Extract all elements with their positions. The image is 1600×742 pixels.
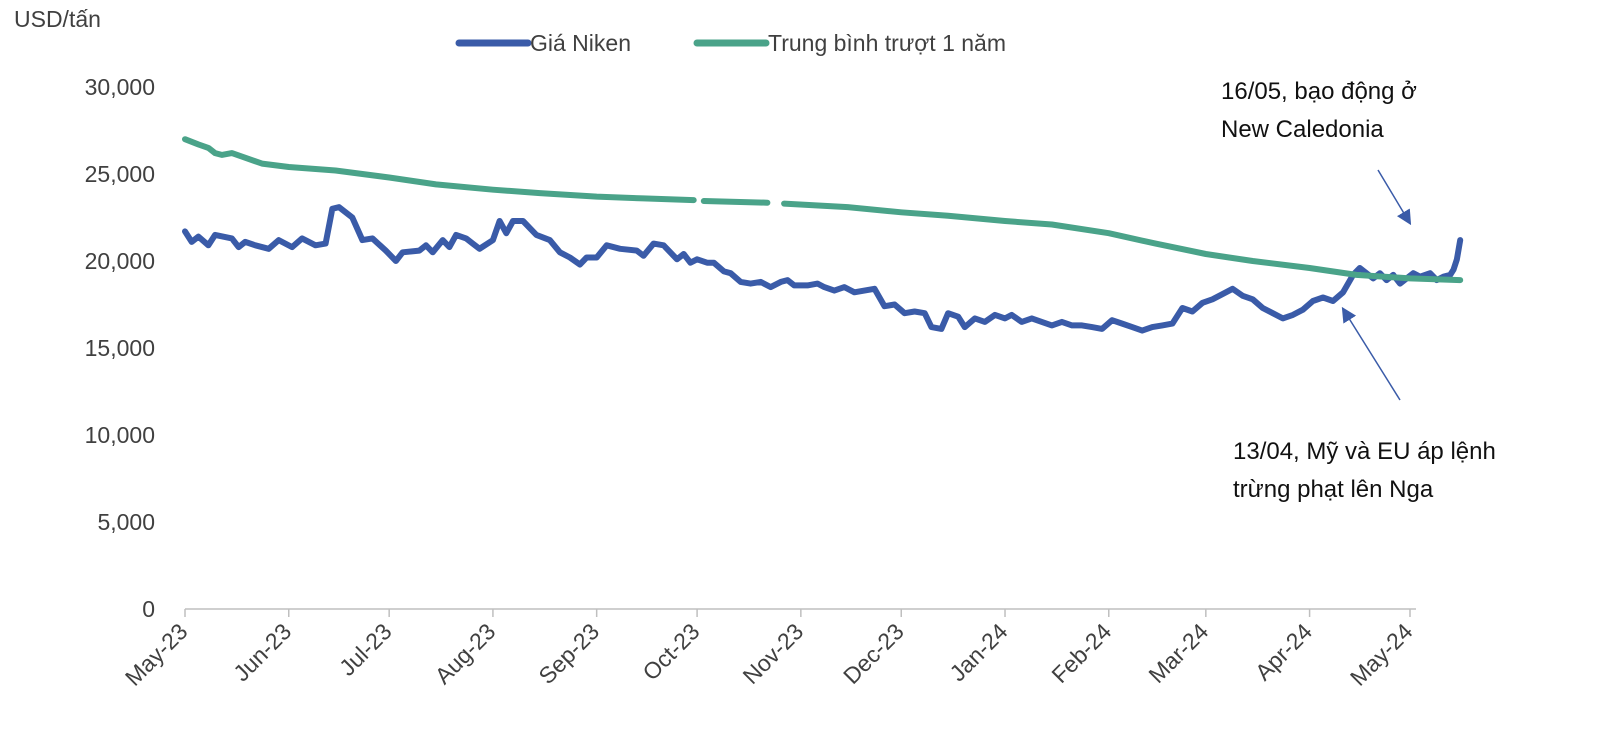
x-tick-label: Feb-24 <box>1046 618 1116 688</box>
legend-label-gia-niken: Giá Niken <box>530 30 631 56</box>
y-tick-label: 15,000 <box>85 335 155 361</box>
annotation-sanctions: 13/04, Mỹ và EU áp lệnh trừng phạt lên N… <box>1233 433 1496 509</box>
series-layer <box>182 136 1464 334</box>
series-line-gia-niken <box>182 204 1464 334</box>
x-tick-label: May-24 <box>1345 618 1418 691</box>
annotation-line: New Caledonia <box>1221 116 1384 143</box>
x-tick-label: Jan-24 <box>944 618 1012 686</box>
x-tick-label: Jul-23 <box>334 618 397 681</box>
annotation-arrows <box>1341 169 1412 401</box>
legend: Giá Niken Trung bình trượt 1 năm <box>455 30 1006 56</box>
y-tick-label: 0 <box>142 596 155 622</box>
x-axis-ticks: May-23 Jun-23 Jul-23 Aug-23 Sep-23 Oct-23 Nov-… <box>120 609 1418 691</box>
x-tick-label: Jun-23 <box>228 618 296 686</box>
x-tick-label: Nov-23 <box>738 618 809 689</box>
x-tick-label: Mar-24 <box>1143 618 1213 688</box>
y-tick-label: 30,000 <box>85 74 155 100</box>
annotation-arrow-new-caledonia <box>1377 169 1412 226</box>
annotation-line: 16/05, bạo động ở <box>1221 78 1417 105</box>
annotation-arrow-sanctions <box>1341 306 1401 401</box>
x-tick-label: May-23 <box>120 618 193 691</box>
x-tick-label: Aug-23 <box>430 618 501 689</box>
y-tick-label: 5,000 <box>97 509 155 535</box>
y-tick-label: 25,000 <box>85 161 155 187</box>
x-tick-label: Sep-23 <box>533 618 604 689</box>
y-tick-label: 10,000 <box>85 422 155 448</box>
x-tick-label: Apr-24 <box>1250 618 1317 685</box>
annotation-line: trừng phạt lên Nga <box>1233 476 1434 503</box>
y-axis-ticks: 0 5,000 10,000 15,000 20,000 25,000 30,000 <box>85 74 155 622</box>
series-line-trung-binh <box>182 136 1464 284</box>
x-tick-label: Oct-23 <box>637 618 704 685</box>
y-tick-label: 20,000 <box>85 248 155 274</box>
annotation-new-caledonia: 16/05, bạo động ở New Caledonia <box>1221 73 1417 149</box>
x-tick-label: Dec-23 <box>838 618 909 689</box>
annotation-line: 13/04, Mỹ và EU áp lệnh <box>1233 438 1496 465</box>
legend-label-trung-binh: Trung bình trượt 1 năm <box>768 30 1006 56</box>
y-axis-label: USD/tấn <box>14 6 101 32</box>
